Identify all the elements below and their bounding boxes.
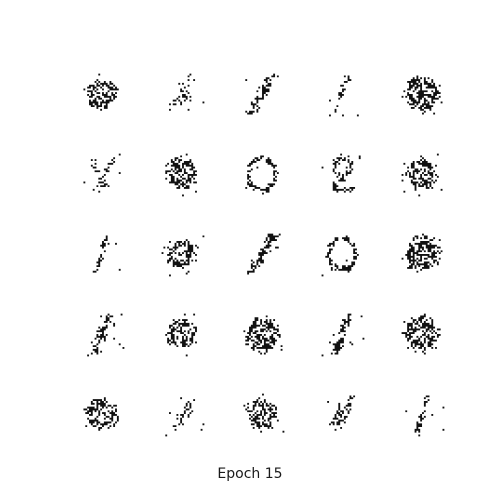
digit-sample-0-3 (329, 75, 359, 117)
digit-pixels (321, 153, 361, 193)
digit-sample-4-0 (83, 397, 119, 431)
digit-sample-3-3 (321, 313, 365, 357)
digit-sample-2-0 (92, 235, 121, 273)
digit-sample-0-1 (169, 73, 205, 111)
digit-sample-4-4 (405, 395, 445, 437)
digit-pixels (165, 153, 197, 197)
digit-pixels (243, 393, 285, 433)
digit-pixels (401, 153, 443, 197)
digit-sample-2-1 (161, 235, 205, 277)
digit-sample-3-4 (401, 313, 441, 355)
digit-sample-4-1 (165, 397, 205, 437)
digit-pixels (169, 73, 205, 111)
digit-pixels (165, 397, 205, 437)
digit-sample-1-4 (401, 153, 443, 197)
digit-sample-0-2 (245, 73, 279, 115)
digit-pixels (87, 313, 125, 357)
digit-sample-2-2 (247, 233, 281, 275)
digit-pixels (401, 313, 441, 355)
digit-sample-1-2 (245, 155, 279, 195)
digit-sample-2-3 (321, 235, 359, 277)
digit-sample-1-0 (83, 153, 121, 193)
digit-pixels (83, 73, 119, 111)
digit-sample-0-0 (83, 73, 119, 111)
digit-sample-4-2 (243, 393, 285, 433)
digit-sample-1-3 (321, 153, 361, 193)
digit-pixels (83, 397, 119, 431)
digit-sample-1-1 (165, 153, 197, 197)
digit-sample-3-2 (243, 315, 283, 355)
digit-pixels (401, 233, 443, 273)
digit-pixels (405, 395, 445, 437)
digit-sample-3-1 (165, 313, 197, 357)
digit-pixels (247, 233, 281, 275)
digit-sample-2-4 (401, 233, 443, 273)
digit-sample-3-0 (87, 313, 125, 357)
digit-pixels (327, 395, 356, 431)
digit-sample-4-3 (327, 395, 356, 431)
digit-pixels (165, 313, 197, 357)
digit-pixels (161, 235, 205, 277)
digit-pixels (401, 75, 443, 115)
digit-pixels (321, 235, 359, 277)
digit-pixels (321, 313, 365, 357)
digit-pixels (83, 153, 121, 193)
digit-sample-0-4 (401, 75, 443, 115)
digit-pixels (245, 73, 279, 115)
digit-pixels (245, 155, 279, 195)
digit-pixels (243, 315, 283, 355)
epoch-caption: Epoch 15 (217, 466, 283, 482)
digit-pixels (329, 75, 359, 117)
digit-pixels (92, 235, 121, 273)
